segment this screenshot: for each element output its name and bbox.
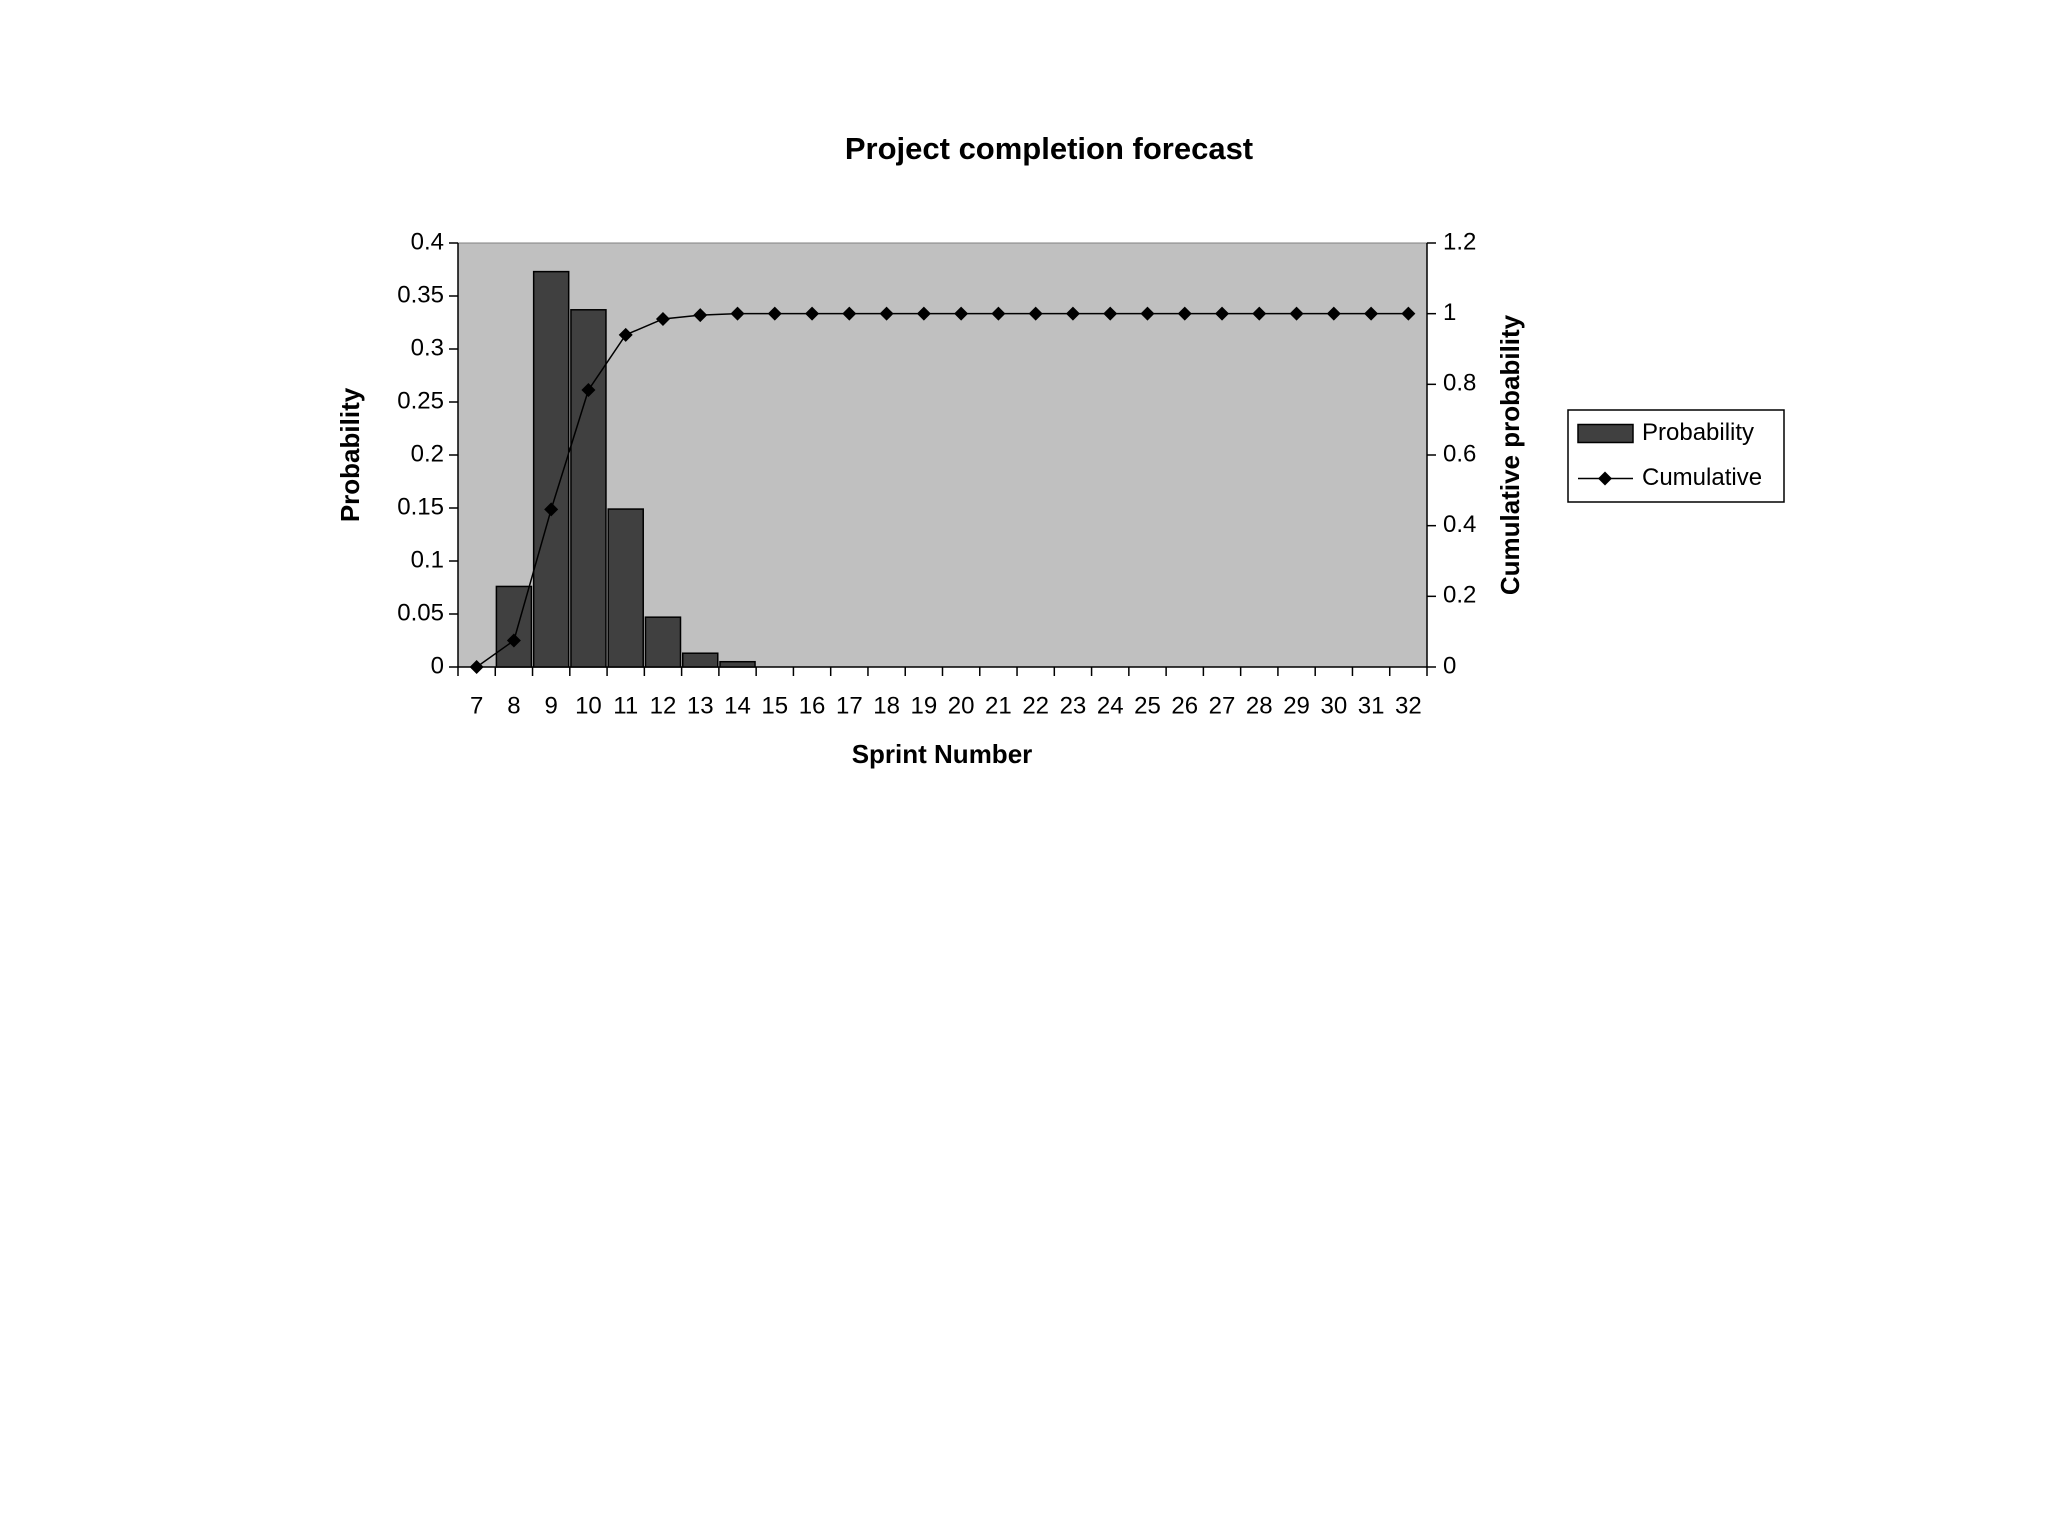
y-tick-label: 0.15 — [397, 493, 444, 520]
x-tick-label: 9 — [544, 692, 557, 719]
x-tick-label: 23 — [1060, 692, 1087, 719]
x-tick-label: 19 — [911, 692, 938, 719]
x-tick-label: 12 — [650, 692, 677, 719]
marker — [1103, 306, 1118, 321]
y2-tick-label: 1.2 — [1443, 228, 1476, 255]
marker — [842, 306, 857, 321]
marker — [1364, 306, 1379, 321]
marker — [767, 306, 782, 321]
x-tick-label: 11 — [613, 692, 638, 719]
bar — [570, 309, 607, 668]
marker — [730, 306, 745, 321]
x-tick-label: 26 — [1171, 692, 1198, 719]
marker — [805, 306, 820, 321]
bar — [644, 616, 682, 668]
x-tick-label: 30 — [1320, 692, 1347, 719]
marker — [1177, 306, 1192, 321]
marker — [655, 311, 670, 326]
y2-tick-label: 1 — [1443, 299, 1456, 326]
marker — [618, 327, 633, 342]
y-axis-label: Probability — [335, 387, 365, 522]
bar — [719, 660, 756, 668]
bar — [532, 270, 570, 668]
y2-tick-label: 0.4 — [1443, 511, 1476, 538]
legend-label: Cumulative — [1642, 464, 1762, 491]
y2-axis-label: Cumulative probability — [1495, 314, 1525, 595]
marker — [1289, 306, 1304, 321]
x-tick-label: 16 — [799, 692, 826, 719]
x-tick-label: 18 — [873, 692, 900, 719]
x-tick-label: 21 — [985, 692, 1012, 719]
marker — [544, 502, 559, 517]
x-tick-label: 15 — [761, 692, 788, 719]
marker — [506, 633, 521, 648]
legend-swatch — [1577, 423, 1634, 444]
marker — [469, 660, 484, 674]
marker — [1252, 306, 1267, 321]
y-tick-label: 0.25 — [397, 387, 444, 414]
x-tick-label: 24 — [1097, 692, 1124, 719]
y-tick-label: 0.2 — [411, 440, 444, 467]
marker — [1215, 306, 1230, 321]
x-tick-label: 32 — [1395, 692, 1422, 719]
bar — [681, 652, 719, 668]
y-tick-label: 0.4 — [411, 228, 444, 255]
bar — [607, 508, 644, 668]
y-tick-label: 0.3 — [411, 334, 444, 361]
marker — [1065, 306, 1080, 321]
x-tick-label: 13 — [687, 692, 714, 719]
x-tick-label: 17 — [836, 692, 863, 719]
x-tick-label: 27 — [1209, 692, 1236, 719]
y-tick-label: 0 — [431, 652, 444, 679]
y2-tick-label: 0 — [1443, 652, 1456, 679]
marker — [916, 306, 931, 321]
x-tick-label: 29 — [1283, 692, 1310, 719]
x-tick-label: 31 — [1358, 692, 1385, 719]
y-tick-label: 0.1 — [411, 546, 444, 573]
y2-tick-label: 0.6 — [1443, 440, 1476, 467]
x-tick-label: 14 — [724, 692, 751, 719]
y2-tick-label: 0.8 — [1443, 370, 1476, 397]
legend-marker — [1598, 471, 1612, 486]
x-tick-label: 7 — [470, 692, 483, 719]
marker — [1326, 306, 1341, 321]
marker — [693, 308, 708, 323]
marker — [991, 306, 1006, 321]
marker — [879, 306, 894, 321]
y2-tick-label: 0.2 — [1443, 582, 1476, 609]
marker — [1140, 306, 1155, 321]
x-tick-label: 8 — [507, 692, 520, 719]
y-tick-label: 0.35 — [397, 281, 444, 308]
marker — [581, 382, 596, 397]
x-tick-label: 10 — [575, 692, 602, 719]
x-tick-label: 22 — [1022, 692, 1049, 719]
legend-label: Probability — [1642, 419, 1754, 446]
x-tick-label: 20 — [948, 692, 975, 719]
marker — [1028, 306, 1043, 321]
y-tick-label: 0.05 — [397, 599, 444, 626]
x-axis-label: Sprint Number — [852, 739, 1033, 769]
chart-title: Project completion forecast — [845, 131, 1253, 166]
marker — [954, 306, 969, 321]
x-tick-label: 28 — [1246, 692, 1273, 719]
marker — [1401, 306, 1416, 321]
x-tick-label: 25 — [1134, 692, 1161, 719]
